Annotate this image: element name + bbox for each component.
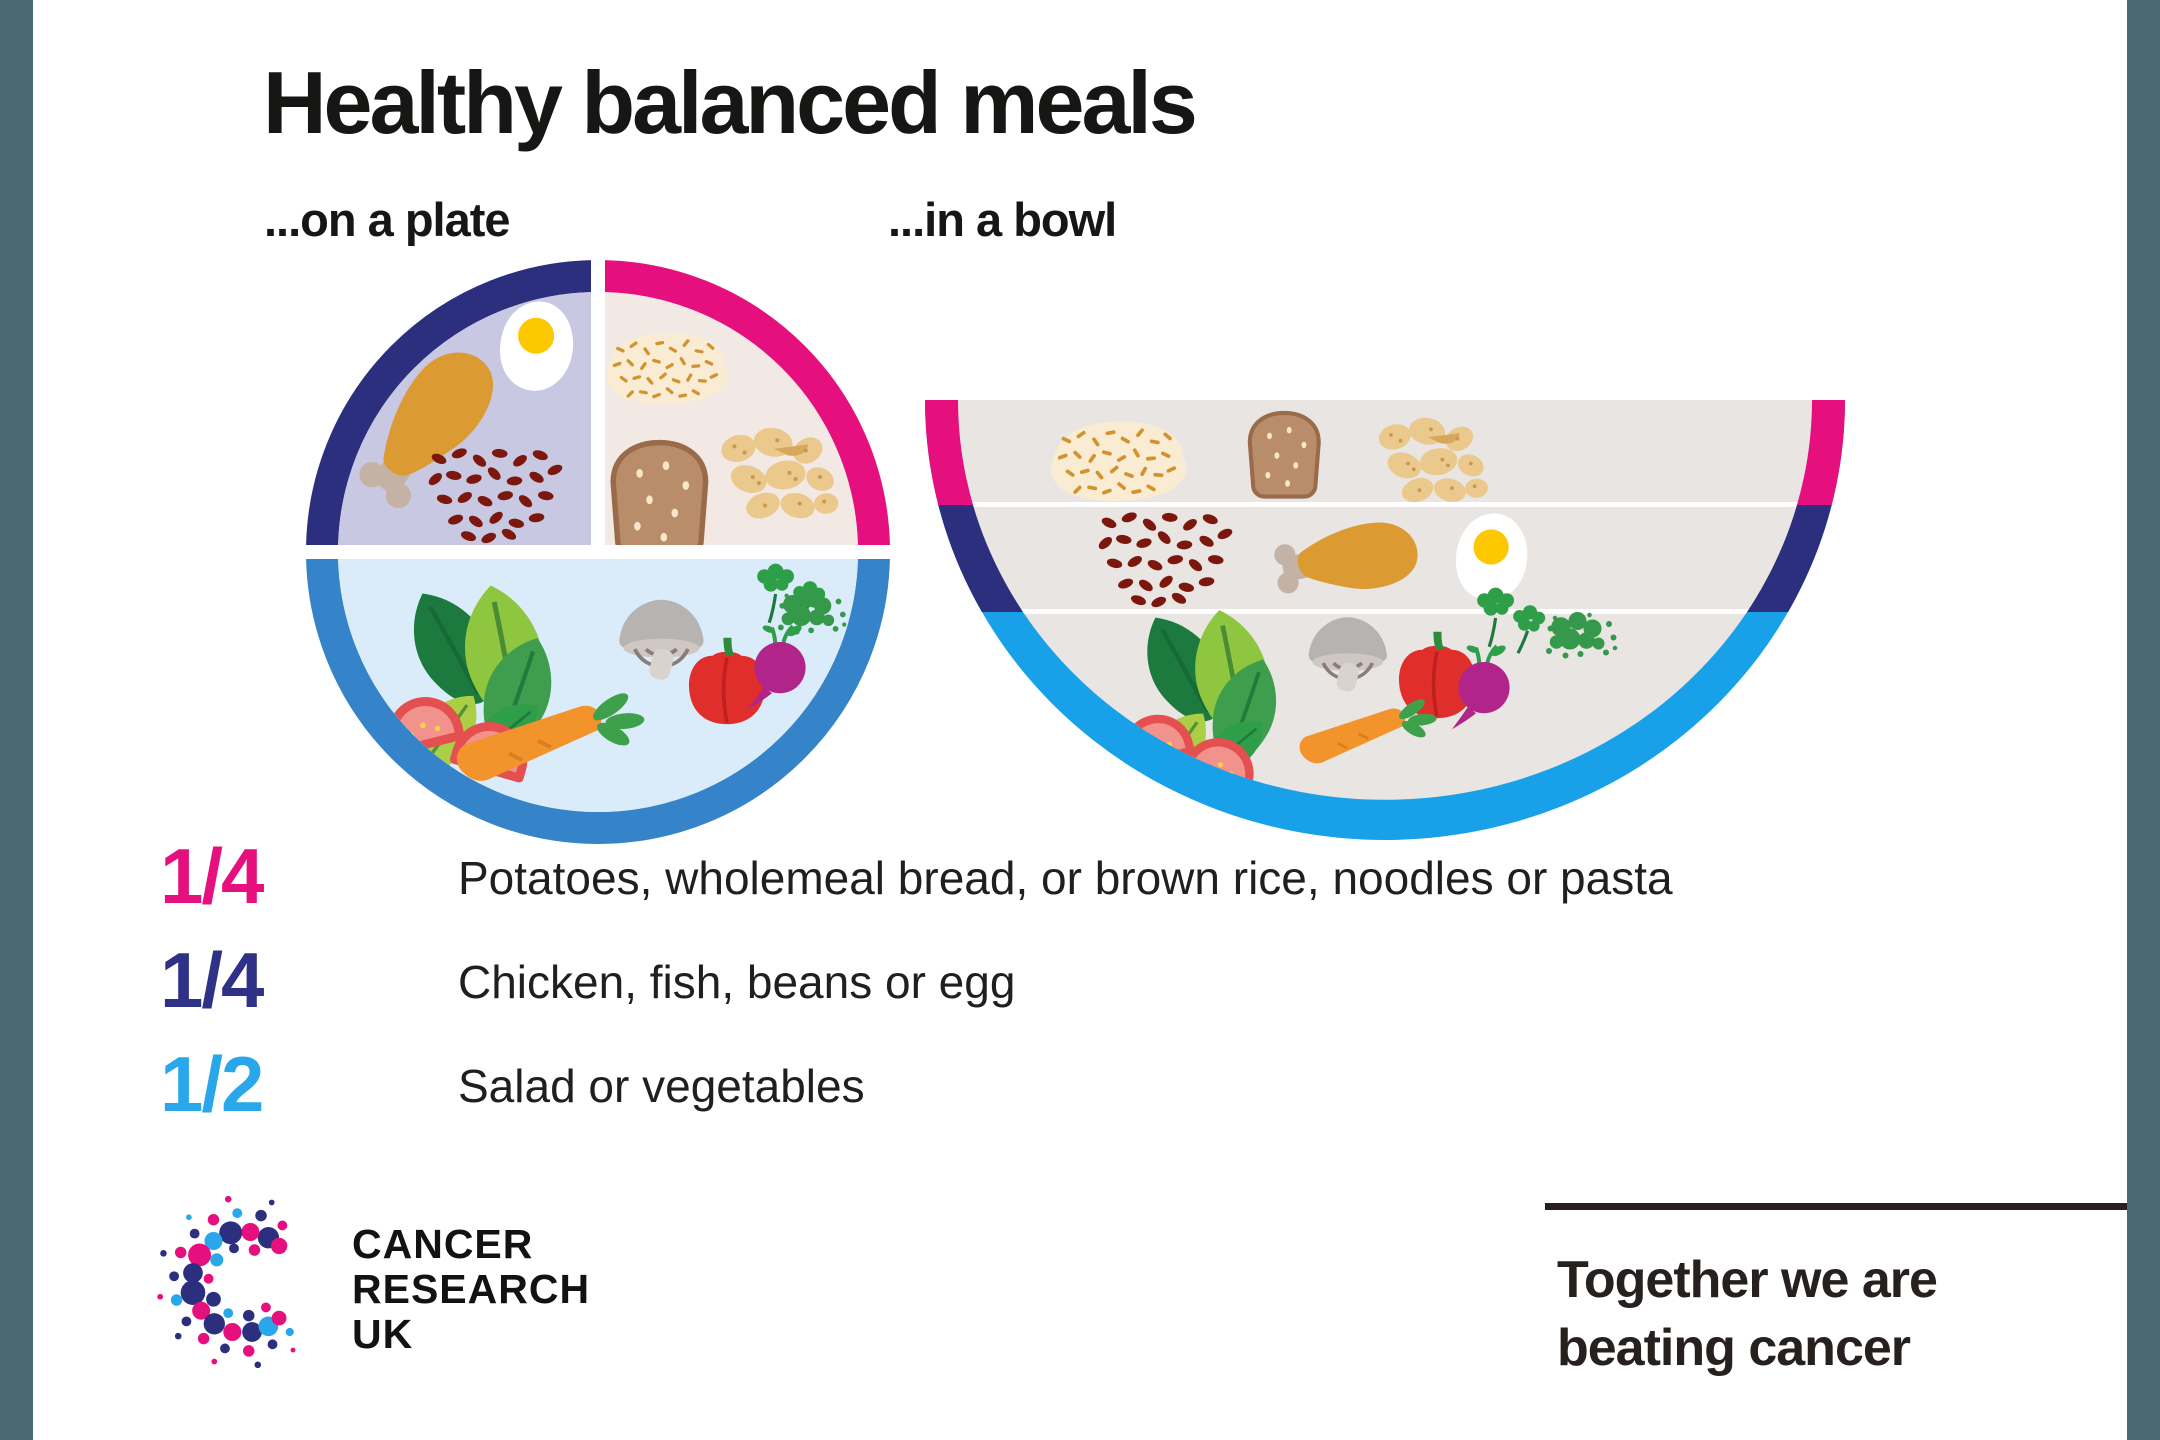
legend-fraction-carbs: 1/4	[160, 831, 264, 920]
legend-label-carbs: Potatoes, wholemeal bread, or brown rice…	[458, 852, 1673, 904]
legend-label-protein: Chicken, fish, beans or egg	[458, 956, 1016, 1008]
wholemeal-bread-icon	[613, 443, 705, 555]
slogan-line-1: Together we are	[1557, 1251, 1938, 1309]
plate-protein-section	[306, 260, 591, 545]
page-title: Healthy balanced meals	[263, 53, 1198, 152]
bowl-band-separator	[958, 609, 1812, 614]
brown-rice-icon	[1051, 421, 1187, 501]
legend-fraction-protein: 1/4	[160, 935, 264, 1024]
legend-row-carbs: 1/4 Potatoes, wholemeal bread, or brown …	[160, 830, 1673, 922]
left-edge-bar	[0, 0, 33, 1440]
cruk-logo-text: CANCER RESEARCH UK	[352, 1222, 590, 1357]
bowl-illustration	[925, 400, 1845, 840]
bowl-band-separator	[958, 502, 1812, 507]
legend-row-vegetables: 1/2 Salad or vegetables	[160, 1038, 865, 1130]
legend-fraction-vegetables: 1/2	[160, 1039, 264, 1128]
right-edge-bar	[2127, 0, 2160, 1440]
plate-vegetables-section	[306, 559, 890, 844]
slogan-line-2: beating cancer	[1557, 1319, 1911, 1377]
logo-line-research: RESEARCH	[352, 1266, 591, 1312]
legend-row-protein: 1/4 Chicken, fish, beans or egg	[160, 934, 1015, 1026]
legend-label-vegetables: Salad or vegetables	[458, 1060, 865, 1112]
plate-subtitle: ...on a plate	[264, 193, 511, 246]
brown-rice-icon	[607, 333, 728, 404]
logo-line-uk: UK	[352, 1311, 414, 1357]
wholemeal-bread-icon	[1250, 413, 1319, 497]
plate-vegetables-rim	[306, 559, 890, 844]
logo-line-cancer: CANCER	[352, 1221, 534, 1267]
plate-carbs-section	[605, 260, 890, 555]
plate-illustration	[306, 260, 890, 844]
cruk-logo-mark	[157, 1195, 296, 1369]
slogan: Together we are beating cancer	[1557, 1246, 1938, 1382]
slogan-divider-line	[1545, 1203, 2127, 1210]
bowl-subtitle: ...in a bowl	[888, 193, 1117, 246]
